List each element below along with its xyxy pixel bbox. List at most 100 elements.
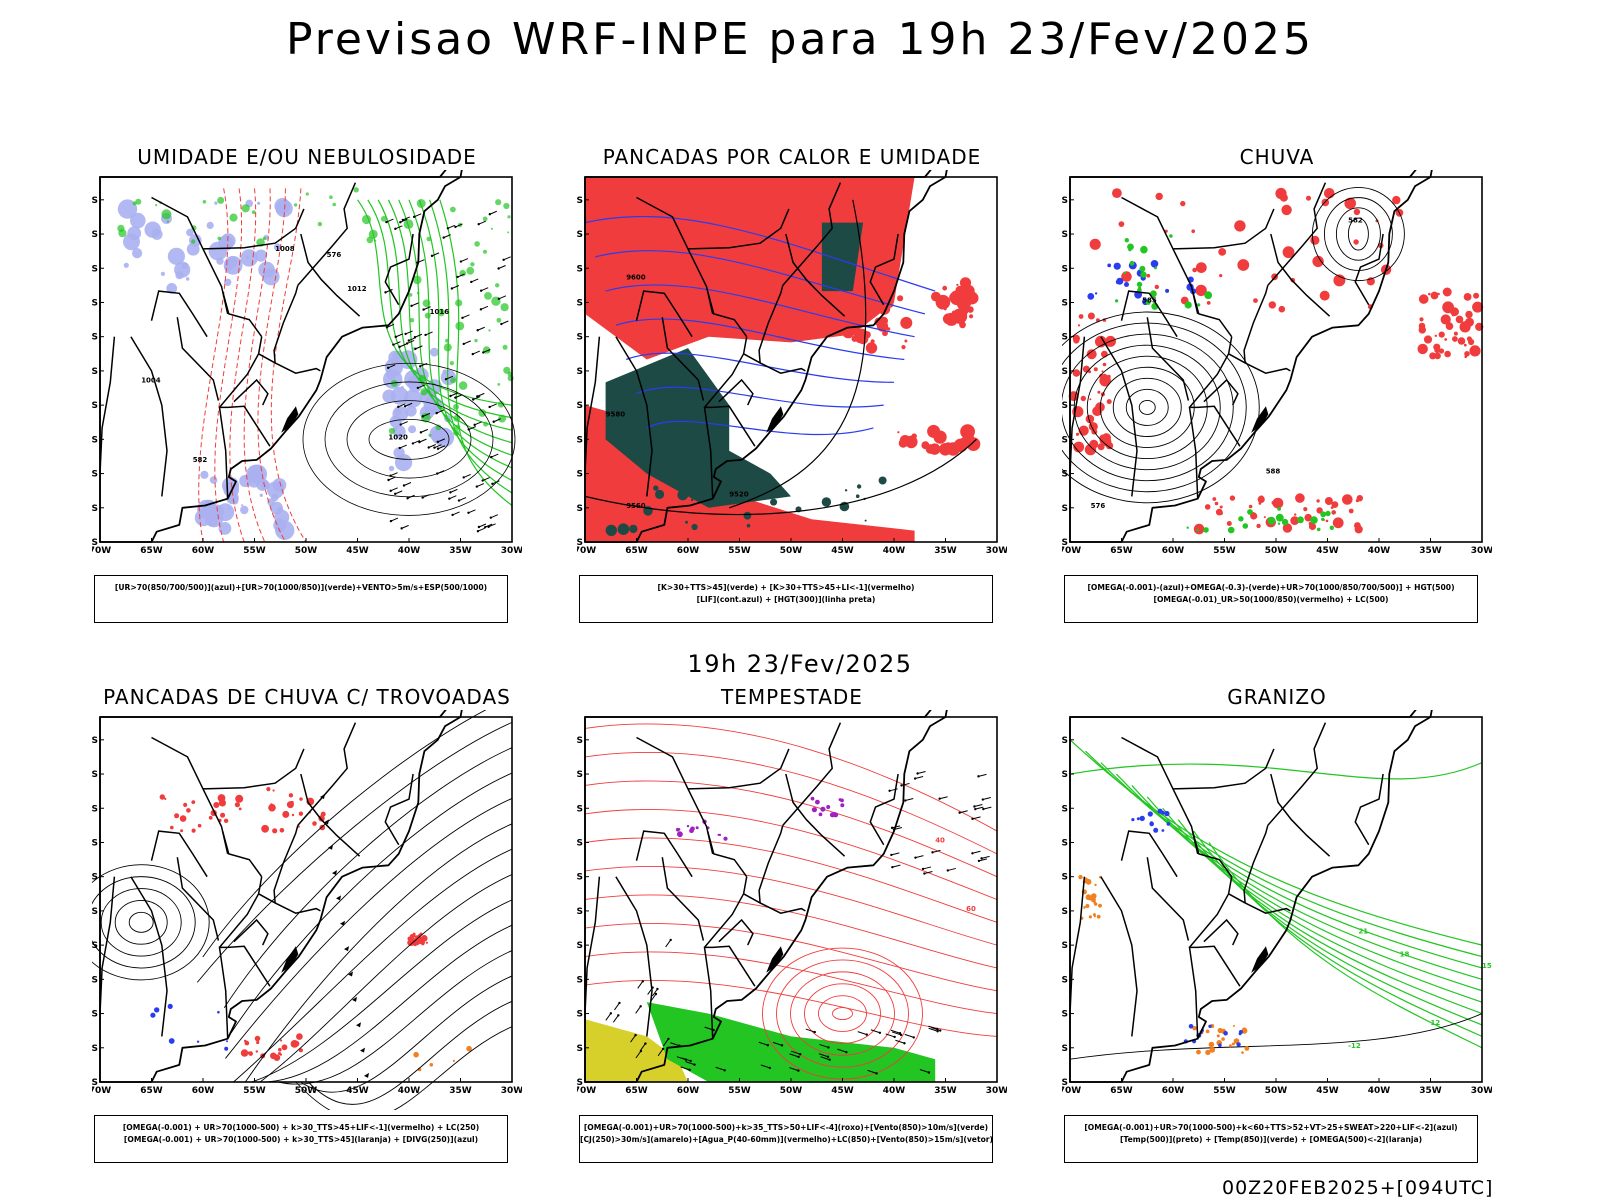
state-border — [1267, 722, 1327, 826]
wind-vector-head — [490, 455, 493, 459]
omega-strong-area — [1127, 243, 1134, 251]
wind-vector — [414, 333, 423, 338]
humidity-contour — [357, 199, 513, 406]
omega-500-area — [1098, 903, 1102, 908]
instability-patch — [961, 438, 967, 444]
wind-vector-head — [977, 859, 981, 863]
wind-vector-head — [639, 1005, 642, 1008]
lon-tick-label: 65W — [1110, 546, 1133, 556]
rain-area — [1342, 494, 1353, 505]
humidity-mid-level — [273, 518, 287, 532]
wind-vector — [972, 850, 981, 854]
humidity-mid-level — [241, 504, 244, 507]
streamline-250-arrow — [348, 971, 353, 977]
wind-vector-head — [389, 519, 393, 523]
humidity-low-level — [202, 200, 207, 204]
instability-patch — [897, 295, 904, 302]
rain-area — [1463, 293, 1472, 301]
humidity-contour — [439, 199, 513, 506]
state-border — [718, 918, 754, 946]
omega-strong-area — [1186, 526, 1189, 529]
legend-line-2: [OMEGA(-0.001) + UR>70(1000-500) + k>30_… — [123, 1135, 479, 1144]
thunderstorm-area — [291, 813, 295, 817]
rain-area — [1282, 246, 1295, 259]
lat-tick-label: 18S — [1062, 804, 1068, 814]
wind-vector — [482, 477, 490, 482]
model-run-info: 00Z20FEB2025+[094UTC] — [1222, 1177, 1494, 1199]
thickness-contour — [214, 188, 243, 543]
wind-vector-head — [442, 236, 445, 239]
lagoa-dos-patos — [766, 946, 784, 973]
thunderstorm-area — [407, 939, 415, 946]
streamline-250 — [300, 975, 513, 1093]
instability-patch — [952, 308, 968, 324]
wind-vector — [460, 258, 469, 263]
humidity-contour — [387, 199, 513, 444]
lifted-index-contour — [584, 216, 936, 292]
thunderstorm-area — [180, 829, 184, 833]
wind-vector-head — [893, 1035, 896, 1039]
state-border — [221, 290, 263, 338]
wind-vector — [437, 445, 446, 450]
wind-vector — [981, 855, 990, 859]
wind-vector — [401, 524, 409, 529]
wind-vector-head — [406, 497, 409, 500]
lat-tick-label: 12S — [577, 196, 583, 206]
wind-vector-head — [938, 797, 941, 800]
streamline-250 — [128, 911, 154, 933]
wind-vector — [837, 1048, 847, 1053]
wind-vector-head — [500, 322, 503, 326]
rain-area — [1214, 501, 1219, 506]
streamline-250 — [251, 899, 513, 1083]
streamline-850 — [584, 894, 998, 969]
humidity-mid-level — [240, 505, 249, 515]
heat-humidity-patch — [677, 489, 689, 501]
rain-area — [1215, 508, 1223, 516]
coastline — [584, 170, 948, 543]
legend-box: [OMEGA(-0.001) + UR>70(1000-500) + k>30_… — [94, 1115, 508, 1163]
wind-vector — [455, 394, 463, 399]
omega-500-area — [1078, 874, 1083, 880]
wind-vector — [473, 396, 481, 400]
state-border — [1354, 773, 1384, 846]
wind-vector-head — [430, 254, 434, 258]
wind-vector — [478, 220, 486, 225]
thunderstorm-area — [312, 821, 317, 826]
streamline-850 — [584, 751, 998, 855]
thickness-contour — [257, 188, 286, 543]
rain-area — [1419, 347, 1426, 354]
temp-850-contour — [1146, 796, 1483, 1003]
wind-vector-head — [421, 496, 424, 499]
panel-umidade: UMIDADE E/OU NEBULOSIDADE 1008 1012 1016 10… — [92, 145, 522, 645]
thunderstorm-area — [288, 793, 294, 798]
streamline-850 — [584, 780, 998, 878]
severe-storm-area — [695, 826, 699, 830]
wind-vector — [455, 223, 463, 228]
contour-label: 9520 — [729, 490, 749, 498]
heat-humidity-patch — [691, 523, 698, 531]
instability-patch — [865, 342, 878, 354]
omega-500-area — [1205, 1029, 1210, 1034]
wind-vector — [422, 494, 430, 499]
thunderstorm-area — [170, 825, 174, 830]
rain-area — [1348, 508, 1354, 514]
wind-vector — [503, 256, 511, 261]
contour-label: 9600 — [626, 274, 646, 282]
humidity-low-level — [408, 293, 413, 297]
lat-tick-label: 36S — [1062, 1010, 1068, 1020]
humidity-low-level — [453, 403, 459, 410]
contour-label: 21 — [1358, 928, 1368, 936]
wind-vector — [445, 375, 454, 380]
instability-patch — [886, 327, 891, 331]
lat-tick-label: 42S — [92, 538, 98, 548]
rain-area — [1295, 493, 1305, 503]
instability-patch — [927, 424, 941, 438]
wind-vector — [758, 1041, 769, 1046]
humidity-mid-level — [123, 262, 129, 268]
humidity-low-level — [317, 221, 323, 227]
thunderstorm-area — [208, 815, 213, 820]
wind-vector-head — [424, 333, 427, 337]
humidity-mid-level — [274, 198, 291, 214]
omega-area — [1150, 260, 1159, 268]
humidity-low-level — [229, 213, 238, 222]
